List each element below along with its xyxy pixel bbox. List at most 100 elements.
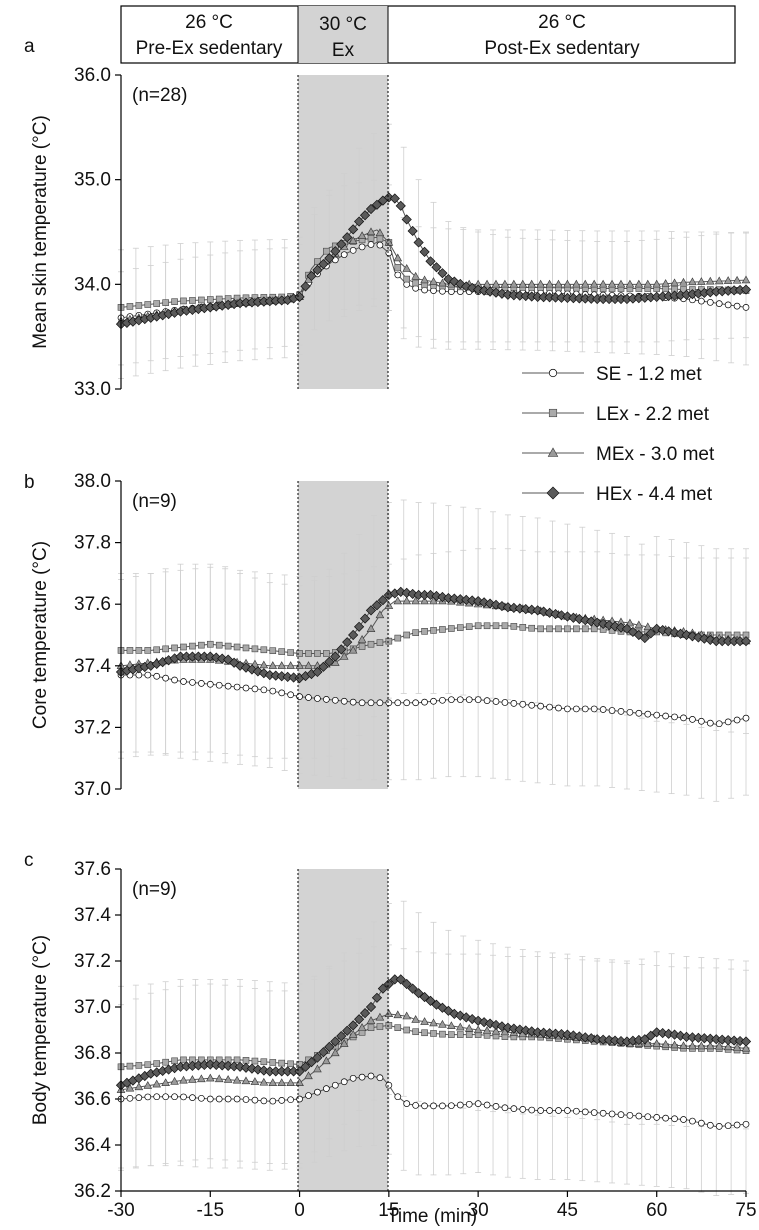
marker-SE xyxy=(465,1100,473,1108)
y-tick-label: 36.6 xyxy=(74,1089,111,1110)
legend: SE - 1.2 met LEx - 2.2 met MEx - 3.0 met HE… xyxy=(522,364,715,505)
marker-HEx xyxy=(383,192,394,203)
marker-HEx xyxy=(383,978,394,990)
post-temp-label: 26 °C xyxy=(538,12,586,33)
marker-HEx xyxy=(586,1033,597,1044)
marker-SE xyxy=(305,1092,312,1099)
legend-label-SE: SE - 1.2 met xyxy=(596,364,702,385)
marker-LEx xyxy=(573,625,580,633)
marker-SE xyxy=(706,298,714,306)
marker-MEx xyxy=(286,661,295,669)
marker-SE xyxy=(340,1078,348,1086)
marker-LEx xyxy=(367,234,375,242)
marker-SE xyxy=(349,246,357,254)
marker-MEx xyxy=(438,1019,447,1028)
marker-MEx xyxy=(723,276,733,284)
marker-SE xyxy=(296,1095,303,1103)
panel-c-letter: c xyxy=(24,850,34,871)
marker-SE xyxy=(198,1094,205,1102)
marker-SE xyxy=(733,302,741,310)
marker-MEx xyxy=(375,1012,385,1021)
marker-SE xyxy=(537,1107,544,1114)
marker-HEx xyxy=(615,622,627,633)
marker-HEx xyxy=(359,210,371,221)
marker-SE xyxy=(376,1074,384,1082)
marker-LEx xyxy=(305,650,312,657)
marker-MEx xyxy=(179,1075,188,1084)
marker-HEx xyxy=(330,246,341,257)
legend-marker-LEx xyxy=(548,408,558,418)
marker-LEx xyxy=(215,641,223,649)
marker-MEx xyxy=(589,279,599,288)
marker-HEx xyxy=(574,1031,585,1042)
marker-MEx xyxy=(679,277,688,286)
marker-MEx xyxy=(348,236,358,244)
marker-MEx xyxy=(482,1026,492,1034)
marker-SE xyxy=(385,249,393,257)
marker-HEx xyxy=(377,983,388,994)
marker-MEx xyxy=(375,228,385,237)
legend-marker-SE xyxy=(548,368,558,378)
marker-MEx xyxy=(580,279,590,288)
y-tick-label: 36.8 xyxy=(74,1043,111,1064)
marker-MEx xyxy=(473,1025,483,1034)
marker-LEx xyxy=(412,1028,419,1036)
marker-SE xyxy=(653,711,661,719)
marker-LEx xyxy=(680,286,687,293)
marker-SE xyxy=(153,672,161,680)
marker-LEx xyxy=(144,301,152,308)
marker-HEx xyxy=(389,193,400,204)
marker-MEx xyxy=(366,624,376,632)
marker-HEx xyxy=(294,1066,305,1077)
marker-MEx xyxy=(429,596,438,605)
x-tick-label: 60 xyxy=(646,1200,667,1221)
marker-LEx xyxy=(162,299,169,306)
marker-LEx xyxy=(144,1061,152,1069)
marker-LEx xyxy=(465,1031,473,1038)
marker-HEx xyxy=(371,992,383,1003)
marker-HEx xyxy=(705,634,716,646)
marker-LEx xyxy=(153,1060,161,1067)
marker-MEx xyxy=(714,276,724,285)
marker-MEx xyxy=(732,1043,742,1051)
marker-SE xyxy=(519,1105,527,1113)
marker-LEx xyxy=(456,1031,464,1038)
marker-SE xyxy=(733,1121,741,1129)
marker-LEx xyxy=(448,1031,455,1038)
marker-SE xyxy=(715,300,723,307)
marker-HEx xyxy=(348,1020,359,1031)
marker-SE xyxy=(555,1107,562,1114)
marker-SE xyxy=(680,714,687,722)
marker-LEx xyxy=(412,629,419,636)
marker-HEx xyxy=(490,599,502,610)
marker-SE xyxy=(608,1110,616,1118)
marker-SE xyxy=(698,297,705,305)
marker-MEx xyxy=(661,279,670,287)
marker-MEx xyxy=(384,601,394,609)
marker-SE xyxy=(224,1095,232,1103)
marker-HEx xyxy=(294,291,305,302)
marker-SE xyxy=(698,1119,705,1127)
marker-SE xyxy=(599,706,607,713)
y-tick-label: 37.0 xyxy=(74,779,111,800)
marker-LEx xyxy=(296,650,303,657)
x-tick-label: 30 xyxy=(468,1200,489,1221)
panel-a-y-axis: 33.0 34.0 35.0 36.0 xyxy=(74,65,122,400)
panel-a-y-label: Mean skin temperature (°C) xyxy=(30,115,51,349)
marker-SE xyxy=(724,301,732,309)
marker-HEx xyxy=(324,656,335,667)
marker-SE xyxy=(537,702,544,710)
marker-LEx xyxy=(180,297,187,305)
marker-MEx xyxy=(661,1039,670,1048)
marker-SE xyxy=(394,271,402,279)
marker-SE xyxy=(323,1085,330,1093)
marker-SE xyxy=(528,701,536,709)
marker-HEx xyxy=(359,1008,371,1019)
marker-SE xyxy=(590,1109,598,1116)
marker-SE xyxy=(546,1107,553,1114)
marker-LEx xyxy=(189,642,196,650)
marker-MEx xyxy=(402,1011,412,1020)
marker-MEx xyxy=(393,596,403,605)
marker-HEx xyxy=(479,597,490,608)
